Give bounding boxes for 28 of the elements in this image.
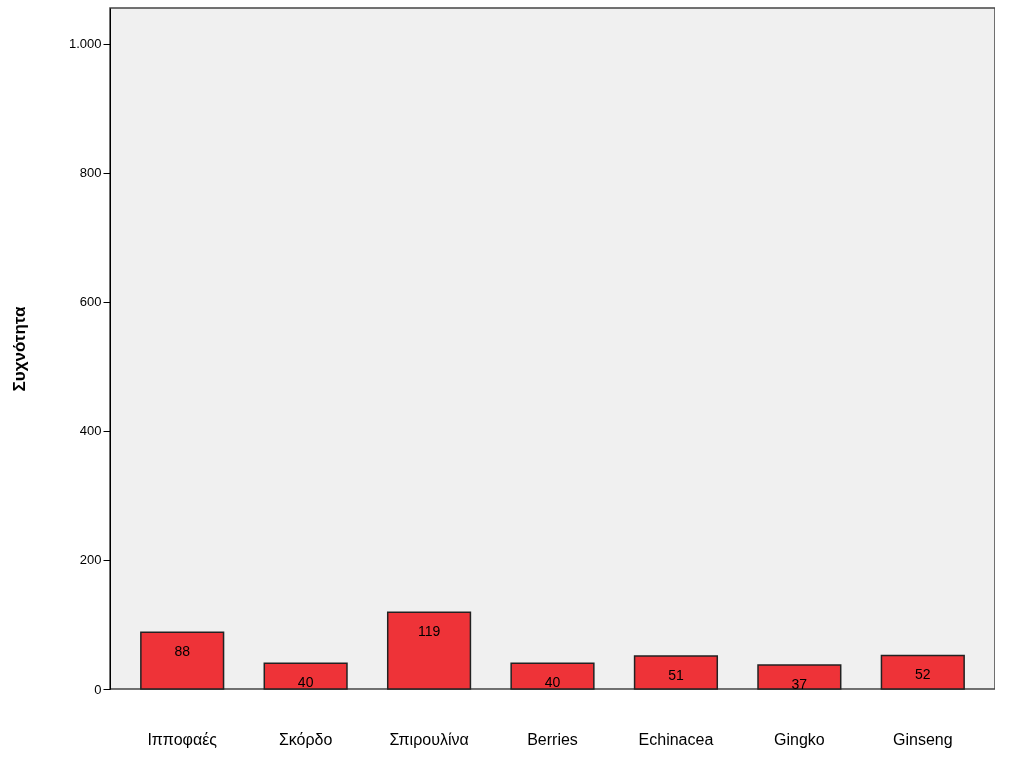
bar	[757, 664, 842, 690]
x-tick-label: Σκόρδο	[278, 730, 333, 748]
bar	[140, 631, 225, 690]
x-tick-label: Berries	[527, 730, 578, 748]
bar	[263, 662, 348, 690]
bar	[386, 611, 472, 690]
y-tick-label: 1.000	[68, 36, 102, 51]
data-label: 52	[915, 666, 931, 683]
data-label: 51	[668, 667, 684, 684]
y-tick-label: 0	[94, 681, 102, 697]
y-axis-title: Συχνότητα	[9, 306, 29, 392]
data-label: 40	[544, 674, 561, 691]
bar	[510, 662, 595, 690]
bar	[880, 654, 965, 690]
x-tick-label: Gingko	[774, 730, 825, 748]
bar	[633, 655, 719, 690]
data-label: 119	[417, 623, 441, 640]
x-tick-label: Echinacea	[638, 730, 714, 748]
x-tick-label: Ginseng	[893, 730, 953, 748]
y-tick-label: 800	[79, 165, 102, 181]
y-tick-label: 200	[79, 552, 102, 568]
data-label: 40	[297, 674, 314, 691]
y-tick-label: 400	[79, 423, 102, 439]
y-tick-label: 600	[79, 294, 102, 310]
x-tick-label: Σπιρουλίνα	[389, 730, 469, 748]
x-tick-label: Ιπποφαές	[147, 730, 218, 748]
data-label: 88	[174, 643, 191, 660]
data-label: 37	[791, 676, 808, 693]
